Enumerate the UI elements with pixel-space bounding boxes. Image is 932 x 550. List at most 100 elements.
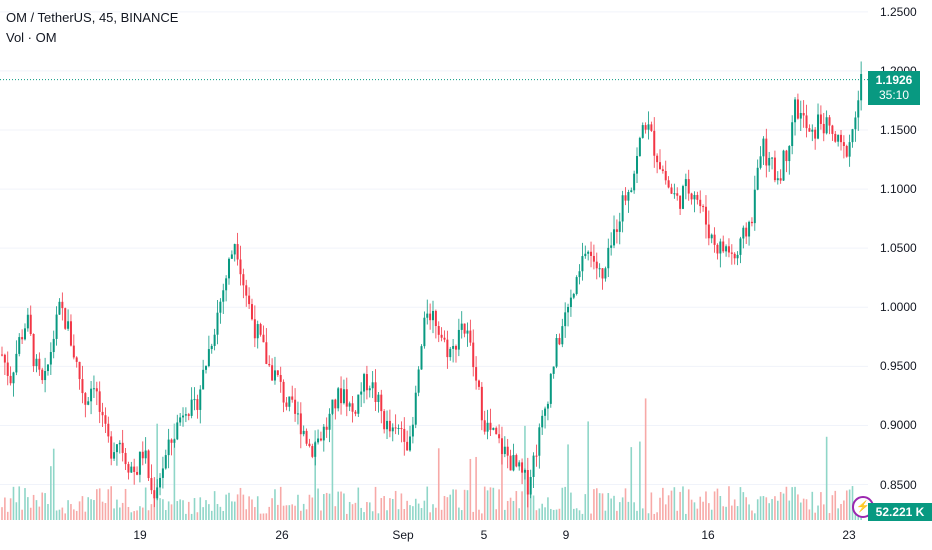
volume-bar <box>357 487 360 520</box>
volume-bar <box>670 490 673 520</box>
symbol-title[interactable]: OM / TetherUS, 45, BINANCE <box>6 10 179 25</box>
candle-body <box>733 253 736 259</box>
candle-body <box>722 241 725 252</box>
candle-body <box>434 310 437 327</box>
candle-body <box>92 388 95 390</box>
volume-bar <box>374 486 377 520</box>
volume-bar <box>113 508 115 520</box>
volume-bar <box>371 511 374 520</box>
volume-bar <box>334 506 337 520</box>
volume-bar <box>466 490 469 520</box>
volume-bar <box>90 499 92 520</box>
volume-bar <box>139 506 141 520</box>
candle-body <box>225 278 228 291</box>
volume-bar <box>205 500 207 520</box>
volume-bar <box>621 497 624 520</box>
volume-bar <box>78 501 81 520</box>
candle-body <box>110 436 113 459</box>
candlestick-chart[interactable] <box>0 0 868 520</box>
volume-bar <box>216 503 219 520</box>
candle-body <box>141 451 144 459</box>
candle-body <box>667 180 670 188</box>
volume-bar <box>618 502 621 520</box>
candle-body <box>725 246 728 252</box>
candle-body <box>690 193 693 200</box>
candle-body <box>144 450 147 459</box>
volume-bar <box>828 513 831 520</box>
volume-bar <box>463 489 466 520</box>
volume-bar <box>185 513 187 520</box>
candle-body <box>581 256 584 272</box>
time-tick-label: 9 <box>562 528 570 542</box>
volume-bar <box>771 499 773 520</box>
volume-bar <box>239 487 242 520</box>
candle-body <box>98 391 101 412</box>
candle-body <box>794 99 797 123</box>
volume-bar <box>67 500 69 520</box>
candle-body <box>190 399 193 416</box>
volume-bar <box>317 488 319 520</box>
volume-bar <box>478 509 480 520</box>
candle-body <box>133 466 136 472</box>
symbol-row[interactable]: OM / TetherUS, 45, BINANCE <box>6 8 178 28</box>
candle-body <box>624 195 627 201</box>
volume-bar <box>639 441 641 520</box>
candle-body <box>222 290 225 302</box>
candle-body <box>167 439 170 456</box>
volume-bar <box>509 497 512 520</box>
price-tick-label: 1.0500 <box>880 241 917 256</box>
candle-body <box>67 321 70 329</box>
volume-bar <box>426 486 429 520</box>
volume-row[interactable]: Vol · OM <box>6 28 178 48</box>
candle-body <box>831 125 834 134</box>
volume-bar <box>340 491 342 520</box>
bar-countdown: 35:10 <box>878 87 910 102</box>
candle-body <box>403 428 406 442</box>
volume-bar <box>279 486 282 520</box>
volume-bar <box>389 498 391 520</box>
volume-bar <box>225 494 227 520</box>
volume-bar <box>774 496 776 520</box>
candle-body <box>572 293 575 298</box>
volume-bar <box>354 502 357 520</box>
volume-bar <box>641 508 644 520</box>
volume-bar <box>150 504 153 520</box>
volume-bar <box>409 505 411 520</box>
volume-bar <box>44 493 46 520</box>
volume-bar <box>547 497 549 520</box>
candle-body <box>828 117 831 126</box>
candle-body <box>561 326 564 345</box>
candle-body <box>216 312 219 335</box>
volume-bar <box>196 512 199 520</box>
chart-pane[interactable]: OM / TetherUS, 45, BINANCE Vol · OM ⚡ <box>0 0 874 520</box>
volume-bar <box>61 507 64 520</box>
volume-bar <box>506 500 509 520</box>
time-axis[interactable]: 19 26 Sep 5 9 16 23 <box>0 520 868 550</box>
volume-bar <box>308 494 311 520</box>
volume-bar <box>187 501 190 520</box>
candle-body <box>202 369 205 390</box>
candle-body <box>6 362 9 376</box>
volume-indicator-label[interactable]: Vol · OM <box>6 30 57 45</box>
candle-body <box>196 399 199 410</box>
volume-bar <box>325 492 328 520</box>
volume-value-badge: 52.221 K <box>868 503 932 521</box>
candle-body <box>104 415 107 424</box>
volume-bar <box>193 498 196 520</box>
volume-bar <box>58 509 61 520</box>
candle-body <box>595 261 598 269</box>
price-tick-label: 1.1500 <box>880 123 917 137</box>
volume-bar <box>93 500 95 520</box>
candle-body <box>29 314 32 334</box>
volume-bar <box>285 505 288 520</box>
volume-bar <box>567 444 569 520</box>
volume-bar <box>845 490 848 520</box>
volume-bar <box>492 487 495 520</box>
candle-body <box>400 428 403 430</box>
volume-bar <box>70 504 72 520</box>
volume-bar <box>394 490 397 520</box>
volume-bar <box>27 497 29 520</box>
candle-body <box>345 389 348 407</box>
volume-bar <box>302 503 305 520</box>
price-tick-label: 1.2500 <box>880 4 917 19</box>
